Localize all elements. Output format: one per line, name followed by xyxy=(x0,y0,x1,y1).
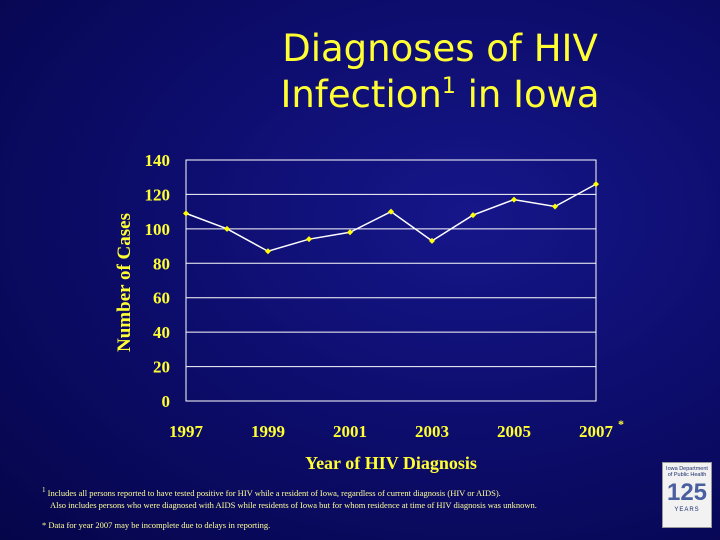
footnote-2-marker: * xyxy=(42,519,47,530)
data-point-1999 xyxy=(265,248,271,255)
data-point-2005 xyxy=(511,196,517,203)
y-tick-label: 0 xyxy=(162,392,171,411)
idph-125-years-logo: Iowa Department of Public Health 125 YEA… xyxy=(662,462,712,528)
x-tick-label: 2001 xyxy=(333,422,367,441)
data-point-2002 xyxy=(388,208,394,215)
data-point-2004 xyxy=(470,212,476,219)
x-axis-label: Year of HIV Diagnosis xyxy=(305,453,477,473)
data-point-2003 xyxy=(429,237,435,244)
y-tick-label: 20 xyxy=(153,358,170,377)
data-point-2007 xyxy=(593,181,599,188)
x-tick-label: 1997 xyxy=(169,422,204,441)
plot-frame xyxy=(185,159,597,402)
footnote-2: * Data for year 2007 may be incomplete d… xyxy=(42,519,642,531)
data-point-2006 xyxy=(552,203,558,210)
footnote-1-line-2: Also includes persons who were diagnosed… xyxy=(50,499,537,510)
footnote-1-line-1: Includes all persons reported to have te… xyxy=(47,487,501,498)
data-point-2001 xyxy=(347,229,353,236)
y-axis-label: Number of Cases xyxy=(114,213,135,352)
data-point-1998 xyxy=(224,225,230,232)
title-infection: Infection xyxy=(280,73,442,116)
title-footnote-marker: 1 xyxy=(441,74,456,99)
data-point-2000 xyxy=(306,236,312,243)
title-line-1: Diagnoses of HIV xyxy=(282,27,598,70)
slide-title: Diagnoses of HIV Infection1 in Iowa xyxy=(260,26,620,118)
y-tick-label: 80 xyxy=(153,254,170,273)
footnote-1-marker: 1 xyxy=(42,486,46,494)
y-tick-label: 120 xyxy=(145,185,171,204)
x-tick-label: 2003 xyxy=(415,422,449,441)
x-tick-label: 2005 xyxy=(497,422,531,441)
title-in-iowa: in Iowa xyxy=(455,73,600,116)
x-tick-label: 2007 xyxy=(579,422,614,441)
logo-years: YEARS xyxy=(674,507,700,513)
x-tick-label: 1999 xyxy=(251,422,285,441)
title-line-2: Infection1 in Iowa xyxy=(260,72,620,118)
y-tick-label: 140 xyxy=(145,151,171,170)
data-point-1997 xyxy=(183,210,189,217)
y-tick-label: 60 xyxy=(153,289,170,308)
logo-number: 125 xyxy=(666,479,708,506)
logo-org-name: Iowa Department of Public Health xyxy=(666,466,708,478)
footnote-2-text: Data for year 2007 may be incomplete due… xyxy=(48,519,271,530)
footnote-1: 1 Includes all persons reported to have … xyxy=(42,484,642,499)
footnotes: 1 Includes all persons reported to have … xyxy=(42,484,642,531)
x-tick-asterisk: * xyxy=(618,417,624,431)
y-tick-label: 100 xyxy=(145,220,171,239)
y-tick-label: 40 xyxy=(153,323,170,342)
